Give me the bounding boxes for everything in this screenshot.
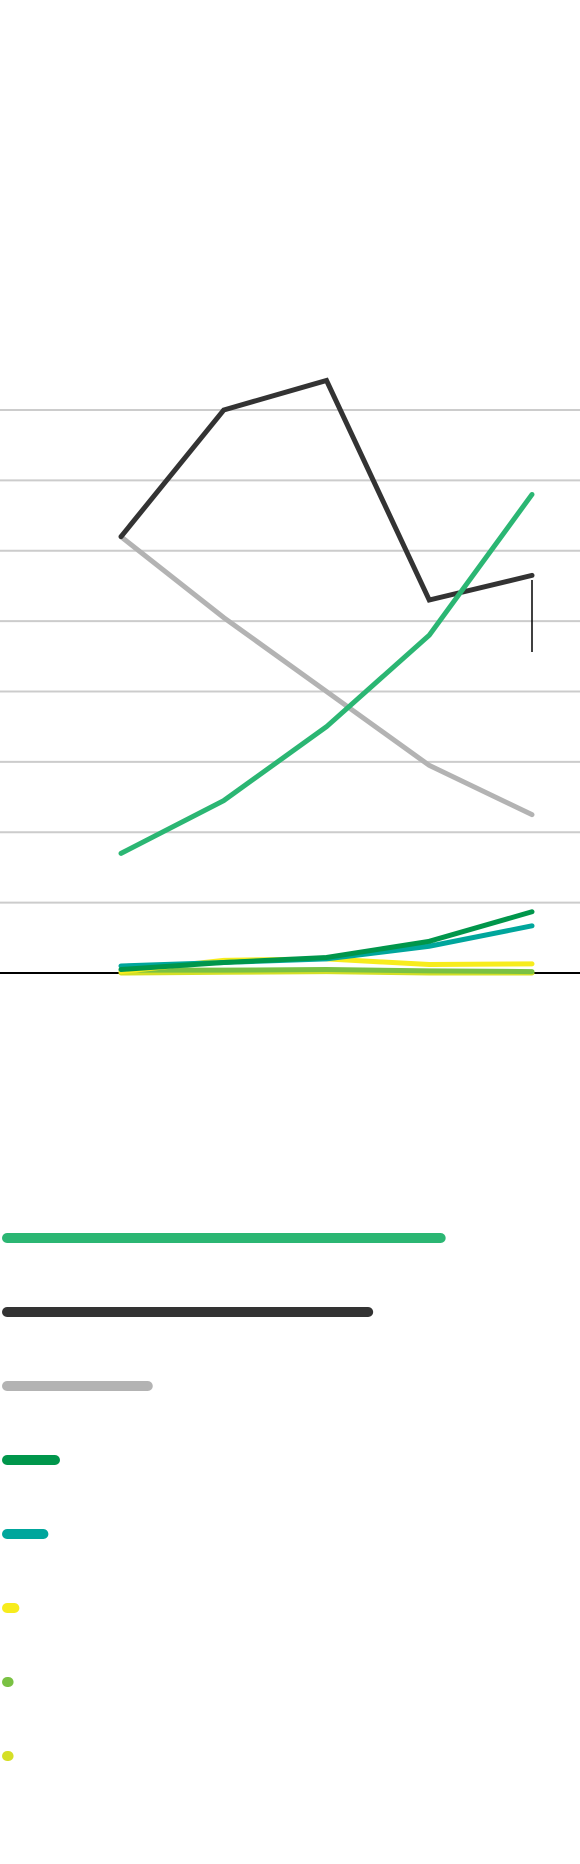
series-line-darkgreen bbox=[118, 909, 535, 972]
line-chart bbox=[0, 377, 580, 976]
series-lines bbox=[118, 377, 535, 976]
series-line-lightgreen bbox=[118, 966, 535, 975]
series-line-gray bbox=[118, 534, 535, 818]
series-line-green bbox=[118, 491, 535, 856]
series-line-dark bbox=[118, 377, 535, 603]
gridlines bbox=[0, 409, 580, 904]
legend bbox=[2, 1233, 446, 1761]
